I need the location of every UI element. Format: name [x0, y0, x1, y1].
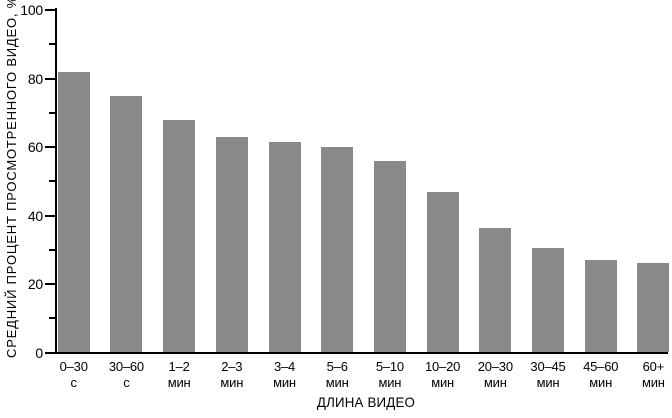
- x-axis-tick-label-line: 30–60: [108, 359, 144, 374]
- x-axis-line: [55, 351, 668, 354]
- x-axis-tick-label: 10–20 мин: [416, 359, 470, 391]
- bar: [321, 147, 354, 353]
- bar: [110, 95, 143, 353]
- y-axis-minor-tick: [49, 180, 55, 183]
- bar: [426, 191, 459, 353]
- x-axis-tick-label-line: 20–30: [477, 359, 513, 374]
- x-axis-tick-label-line: мин: [536, 375, 560, 390]
- x-axis-tick-label: 45–60 мин: [574, 359, 628, 391]
- x-axis-tick-label: 5–6 мин: [310, 359, 364, 391]
- x-axis-tick-label-line: мин: [273, 375, 296, 390]
- bar: [584, 260, 617, 353]
- y-axis-tick-label: 80: [27, 70, 43, 87]
- x-axis-tick-label-line: мин: [642, 375, 665, 390]
- x-axis-tick-label: 3–4 мин: [258, 359, 312, 391]
- x-axis-tick-label-line: мин: [483, 375, 507, 390]
- x-axis-tick-label: 20–30 мин: [468, 359, 522, 391]
- bar: [532, 248, 564, 353]
- x-axis-tick-label-line: 0–30: [59, 359, 88, 374]
- bar: [373, 160, 406, 353]
- x-axis-tick-label-line: 1–2: [168, 359, 190, 374]
- y-axis-major-tick: [45, 351, 55, 354]
- x-axis-tick-label-line: мин: [589, 375, 613, 390]
- x-axis-tick-label: 60+ мин: [626, 359, 672, 391]
- bar: [479, 227, 512, 353]
- x-axis-tick-label-line: 5–6: [326, 359, 348, 374]
- x-axis-tick-label-line: с: [70, 375, 78, 390]
- y-axis-tick-label: 60: [27, 139, 43, 155]
- x-axis-tick-label-line: мин: [220, 375, 244, 390]
- y-axis-title: СРЕДНИЙ ПРОЦЕНТ ПРОСМОТРЕННОГО ВИДЕО, %: [4, 0, 19, 358]
- x-axis-tick-label: 0–30 с: [47, 359, 101, 391]
- y-axis-major-tick: [45, 283, 55, 285]
- x-axis-tick-label-line: 60+: [642, 359, 665, 374]
- bar: [637, 263, 670, 353]
- y-axis-major-tick: [45, 146, 55, 148]
- y-axis-tick-label: 0: [35, 344, 43, 361]
- y-axis-line: [55, 8, 57, 354]
- bar: [57, 71, 90, 353]
- x-axis-title: ДЛИНА ВИДЕО: [316, 394, 416, 410]
- y-axis-minor-tick: [49, 317, 55, 320]
- x-axis-tick-label: 30–45 мин: [521, 359, 575, 391]
- y-axis-tick-label: 100: [20, 2, 43, 18]
- x-axis-tick-label-line: мин: [325, 375, 349, 390]
- y-axis-minor-tick: [49, 111, 55, 114]
- bar: [215, 136, 248, 353]
- x-axis-tick-label: 1–2 мин: [152, 359, 206, 391]
- y-axis-tick-label: 40: [27, 207, 43, 224]
- y-axis-major-tick: [45, 214, 55, 217]
- x-axis-tick-label: 2–3 мин: [205, 359, 259, 391]
- x-axis-tick-label-line: 2–3: [221, 359, 243, 374]
- x-axis-tick-label-line: 45–60: [583, 359, 619, 374]
- y-axis-minor-tick: [49, 43, 55, 46]
- y-axis-tick-label: 20: [27, 276, 43, 292]
- x-axis-tick-label: 30–60 с: [99, 359, 153, 391]
- x-axis-tick-label-line: 30–45: [530, 359, 566, 374]
- y-axis-major-tick: [45, 77, 55, 80]
- x-axis-tick-label-line: 3–4: [273, 359, 296, 374]
- x-axis-tick-label-line: с: [123, 375, 130, 390]
- x-axis-tick-label-line: 5–10: [375, 359, 404, 374]
- x-axis-tick-label: 5–10 мин: [363, 359, 417, 391]
- y-axis-minor-tick: [49, 248, 55, 251]
- x-axis-tick-label-line: мин: [431, 375, 454, 390]
- bar: [163, 119, 196, 353]
- bar: [268, 141, 301, 353]
- x-axis-tick-label-line: мин: [378, 375, 402, 390]
- x-axis-tick-label-line: мин: [167, 375, 191, 390]
- x-axis-tick-label-line: 10–20: [425, 359, 461, 374]
- y-axis-major-tick: [45, 9, 55, 11]
